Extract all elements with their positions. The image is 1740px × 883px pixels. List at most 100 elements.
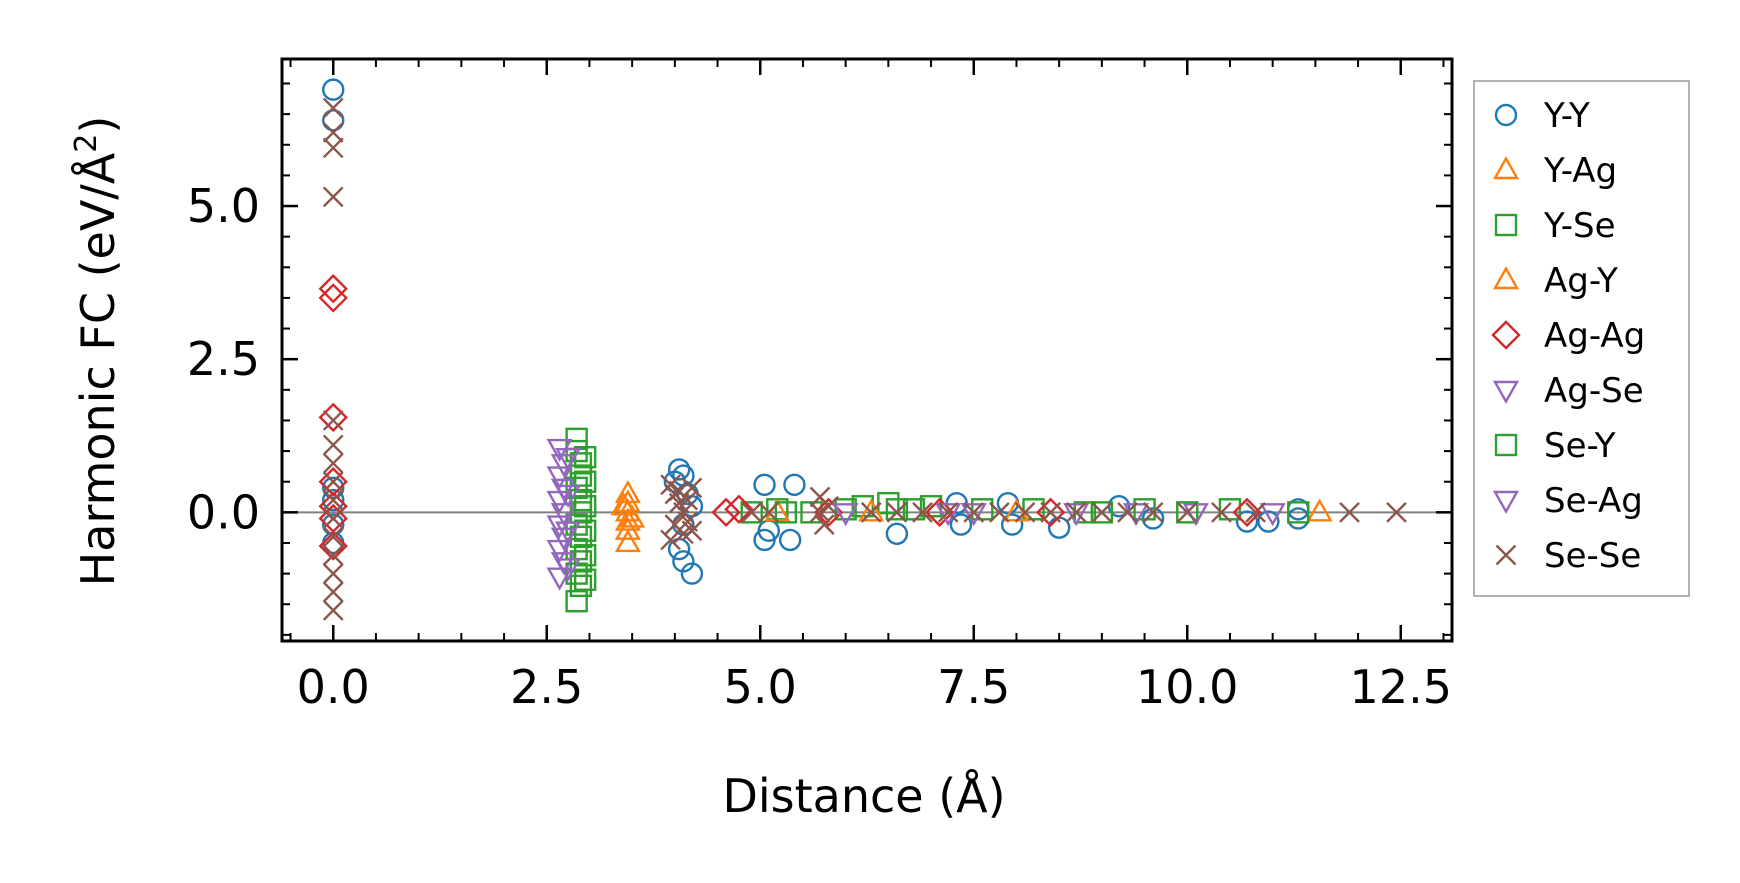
data-point — [924, 497, 955, 528]
data-point — [885, 522, 909, 545]
series-se-ag — [555, 448, 1150, 582]
data-point — [322, 122, 344, 143]
data-point — [1014, 501, 1036, 523]
data-point — [1091, 501, 1113, 523]
data-point — [753, 473, 776, 496]
data-point — [565, 439, 588, 463]
data-point — [963, 501, 985, 523]
data-point — [555, 448, 582, 472]
data-point — [1245, 501, 1266, 523]
data-point — [1040, 501, 1061, 523]
legend-marker — [1492, 490, 1520, 514]
data-point — [565, 589, 588, 613]
data-point — [322, 526, 344, 548]
y-axis-title: Harmonic FC (eV/Å2) — [69, 116, 125, 587]
x-tick-label: 10.0 — [1136, 660, 1238, 714]
data-point — [565, 562, 588, 585]
legend-marker — [1492, 266, 1520, 290]
data-point — [949, 513, 973, 536]
data-point — [555, 521, 582, 545]
data-point — [619, 504, 646, 528]
series-y-ag — [614, 480, 1333, 553]
data-point — [614, 529, 641, 553]
data-point — [677, 489, 699, 511]
data-point — [322, 600, 344, 621]
data-point — [565, 476, 588, 500]
data-point — [960, 503, 987, 527]
data-point — [783, 473, 806, 496]
data-point — [741, 501, 763, 523]
data-point — [740, 501, 763, 524]
data-point — [322, 452, 344, 474]
data-point — [1035, 497, 1066, 528]
data-point — [778, 528, 802, 552]
data-point — [1176, 501, 1198, 523]
data-point — [322, 488, 345, 512]
x-tick-label: 5.0 — [724, 660, 797, 714]
data-point — [681, 477, 703, 499]
data-point — [834, 498, 857, 521]
data-point — [858, 498, 885, 522]
data-point — [573, 544, 597, 567]
axes: 0.0 2.5 5.0 7.5 10.0 12.5 0.0 2.5 5.0 — [187, 57, 1454, 714]
data-point — [1306, 498, 1333, 522]
data-point — [1287, 501, 1310, 524]
data-point — [818, 495, 839, 517]
data-point — [322, 563, 344, 584]
data-point — [937, 501, 959, 523]
data-point — [667, 458, 691, 481]
data-point — [573, 495, 597, 518]
data-point — [322, 489, 344, 511]
plot-frame — [280, 57, 1454, 643]
y-tick-label: 2.5 — [187, 332, 260, 386]
data-point — [614, 516, 641, 540]
y-axis-title-main: Harmonic FC (eV/Å — [71, 152, 125, 586]
series-se-se — [322, 97, 1407, 621]
data-point — [1090, 501, 1114, 524]
data-point — [724, 494, 754, 524]
data-point — [1259, 503, 1286, 527]
data-point — [935, 503, 962, 527]
data-point — [318, 274, 348, 304]
data-point — [610, 492, 637, 516]
data-point — [546, 539, 573, 564]
legend-marker — [1495, 544, 1517, 566]
y-axis-title-superscript: 2 — [69, 134, 104, 153]
data-point — [660, 529, 681, 551]
series-ag-se — [546, 438, 1286, 591]
data-point — [1257, 510, 1280, 533]
data-point — [912, 501, 933, 523]
legend-marker — [1492, 380, 1520, 404]
data-point — [1000, 513, 1024, 536]
data-point — [832, 503, 859, 527]
legend-marker — [1492, 156, 1520, 180]
legend-marker — [1494, 103, 1518, 127]
data-point — [753, 528, 776, 552]
legend-label: Se-Se — [1544, 536, 1641, 576]
data-point — [573, 568, 597, 591]
data-point — [322, 544, 344, 566]
data-point — [569, 464, 593, 487]
legend-label: Y-Se — [1543, 206, 1616, 246]
data-point — [318, 531, 348, 561]
data-point — [322, 434, 344, 456]
y-tick-label: 0.0 — [187, 485, 260, 539]
legend-marker — [1494, 213, 1518, 237]
data-point — [1211, 501, 1232, 523]
legend-marker — [1491, 320, 1521, 350]
data-point — [673, 523, 694, 545]
data-point — [1386, 501, 1407, 523]
y-axis-title-close: ) — [71, 116, 125, 134]
data-point — [877, 491, 900, 515]
data-point — [322, 109, 345, 132]
legend-label: Ag-Ag — [1544, 316, 1645, 356]
data-point — [1142, 501, 1164, 523]
data-point — [573, 470, 597, 493]
legend-label: Y-Y — [1543, 96, 1590, 136]
legend-label: Y-Ag — [1543, 151, 1617, 191]
data-point — [322, 581, 344, 603]
data-point — [322, 97, 344, 119]
legend-label: Ag-Y — [1544, 261, 1618, 301]
x-tick-label: 7.5 — [937, 660, 1010, 714]
